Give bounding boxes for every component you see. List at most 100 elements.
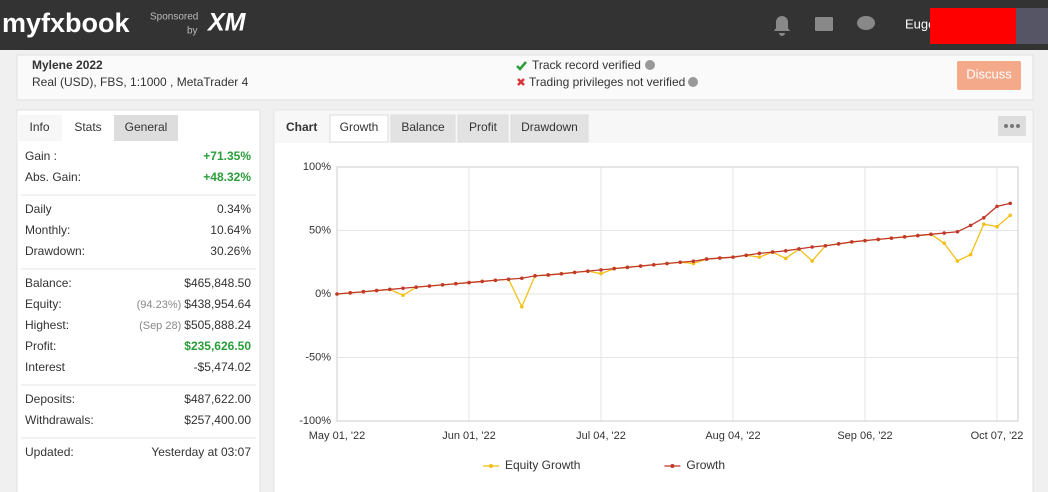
point (968, 252, 973, 257)
stat-label: Interest (25, 360, 66, 374)
point (612, 266, 616, 271)
point (770, 250, 775, 254)
tab-label[interactable]: Info (29, 120, 49, 134)
mail-icon[interactable] (815, 17, 833, 31)
top-bar (0, 0, 1048, 50)
x-tick-label: Jun 01, '22 (442, 430, 495, 442)
point (599, 268, 603, 272)
point (520, 276, 524, 281)
chart-tab[interactable] (390, 114, 456, 143)
point (744, 253, 748, 258)
point (929, 232, 933, 237)
x-tick-label: Oct 07, '22 (971, 430, 1024, 442)
chart-tab-title: Chart (286, 120, 317, 134)
point (810, 259, 814, 263)
chart-tab-label[interactable]: Drawdown (521, 120, 578, 134)
redaction (930, 8, 1016, 44)
point (850, 240, 854, 244)
chart-tab-bar (275, 111, 1032, 143)
tab[interactable] (17, 115, 62, 141)
stat-value: 30.26% (210, 244, 251, 258)
chart-tab-label[interactable]: Growth (340, 120, 379, 134)
point (586, 269, 590, 273)
point (968, 223, 973, 228)
chat-icon[interactable] (857, 16, 875, 30)
stat-value: $438,954.64 (184, 297, 251, 311)
stat-label: Abs. Gain: (25, 170, 81, 184)
stat-label: Balance: (25, 276, 72, 290)
tab-label[interactable]: Stats (74, 120, 101, 134)
y-tick-label: 50% (309, 224, 331, 236)
point (876, 237, 880, 242)
stat-value: +71.35% (203, 149, 251, 163)
stat-value: $487,622.00 (184, 392, 251, 406)
info-icon[interactable] (688, 77, 698, 87)
discuss-label[interactable]: Discuss (966, 66, 1012, 81)
stat-label: Profit: (25, 339, 56, 353)
point (1008, 213, 1012, 218)
stat-value: +48.32% (203, 170, 251, 184)
chart-tab[interactable] (457, 114, 509, 143)
point (955, 229, 960, 234)
point (889, 236, 894, 240)
point (401, 286, 405, 291)
x-tick-label: Sep 06, '22 (837, 430, 892, 442)
y-tick-label: 100% (303, 161, 331, 173)
bell-icon[interactable] (774, 16, 790, 36)
point (427, 284, 432, 288)
trading-privileges: Trading privileges not verified (529, 75, 685, 89)
discuss-button[interactable] (957, 61, 1021, 90)
chart-tab[interactable] (329, 114, 389, 143)
point (797, 247, 801, 251)
chart-panel (273, 109, 1034, 492)
chart-tab-label[interactable]: Balance (401, 120, 445, 134)
legend-label[interactable]: Equity Growth (505, 458, 580, 472)
point (506, 277, 511, 282)
point (638, 264, 643, 268)
stat-value: $257,400.00 (184, 413, 251, 427)
logo[interactable]: myfxbook (2, 8, 131, 38)
point (665, 261, 669, 266)
avatar[interactable] (1016, 8, 1048, 44)
stats-panel (16, 109, 261, 492)
stat-label: Gain : (25, 149, 57, 163)
point (823, 243, 828, 248)
header-icons (774, 16, 875, 36)
chart-tab-label[interactable]: Profit (469, 120, 498, 134)
sponsor-logo[interactable]: XM (206, 9, 247, 37)
tab[interactable] (114, 115, 178, 141)
stat-note: (Sep 28) (139, 320, 181, 332)
point (916, 233, 920, 238)
stat-value: $465,848.50 (184, 276, 251, 290)
tab-label[interactable]: General (125, 120, 168, 134)
chart-tab[interactable] (510, 114, 589, 143)
info-icon[interactable] (645, 60, 655, 70)
point (361, 289, 366, 294)
point (784, 256, 788, 261)
point (942, 241, 946, 245)
stat-label: Drawdown: (25, 244, 85, 258)
point (414, 285, 419, 289)
y-tick-label: 0% (315, 288, 331, 300)
tab[interactable] (62, 115, 114, 141)
point (757, 251, 762, 256)
point (995, 204, 999, 209)
point (757, 255, 762, 259)
stat-label: Updated: (25, 445, 74, 459)
point (335, 292, 339, 296)
point (374, 288, 379, 293)
stat-value: 0.34% (217, 202, 251, 216)
point (533, 274, 537, 278)
user-name[interactable]: Euge (905, 16, 935, 31)
y-tick-label: -50% (305, 351, 331, 363)
point (784, 249, 788, 253)
point (955, 259, 960, 263)
stat-value: 10.64% (210, 223, 251, 237)
point (836, 242, 841, 246)
more-dots (1004, 124, 1020, 128)
legend-dot (670, 464, 675, 468)
legend-label[interactable]: Growth (686, 458, 725, 472)
point (678, 260, 682, 265)
